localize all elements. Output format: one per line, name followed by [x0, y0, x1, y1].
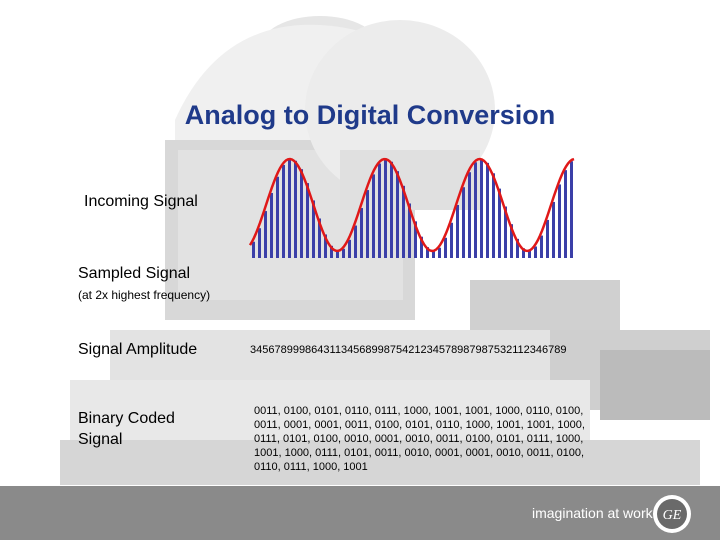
sample-bar: [384, 159, 387, 258]
row-note: (at 2x highest frequency): [78, 288, 211, 302]
sample-bar: [330, 245, 333, 258]
binary-line: 0111, 0101, 0100, 0010, 0001, 0010, 0011…: [254, 433, 584, 445]
sample-bar: [414, 221, 417, 258]
amplitude-value: 3456789998643113456899875421234578987987…: [250, 344, 567, 356]
sample-bar: [462, 187, 465, 258]
sample-bar: [294, 160, 297, 258]
sample-bar: [480, 159, 483, 258]
sample-bar: [366, 190, 369, 258]
sample-bar: [552, 201, 555, 258]
sample-bar: [450, 222, 453, 258]
title: Analog to Digital Conversion: [184, 100, 556, 130]
sample-bar: [378, 163, 381, 258]
sample-bar: [252, 241, 255, 258]
sample-bar: [486, 162, 489, 258]
sample-bar: [438, 247, 441, 258]
sample-bar: [498, 188, 501, 258]
sample-bar: [312, 200, 315, 258]
sample-bar: [264, 211, 267, 258]
sample-bar: [420, 236, 423, 258]
sample-bar: [360, 208, 363, 258]
sample-bar: [390, 161, 393, 258]
sample-bar: [522, 248, 525, 258]
sample-bar: [432, 250, 435, 258]
sample-bar: [372, 174, 375, 258]
sample-bar: [306, 183, 309, 258]
row-label: Sampled Signal: [78, 265, 191, 282]
binary-line: 1001, 1000, 0111, 0101, 0011, 0010, 0001…: [254, 447, 585, 459]
sample-bar: [354, 225, 357, 258]
sample-bar: [540, 235, 543, 258]
svg-text:GE: GE: [663, 508, 682, 523]
sample-bar: [276, 176, 279, 258]
row-label: Binary Coded Signal: [78, 410, 175, 448]
tagline: imagination at work: [532, 505, 653, 521]
sample-bar: [324, 234, 327, 258]
sample-bar: [336, 250, 339, 258]
sample-bar: [516, 238, 519, 258]
sample-bar: [342, 248, 345, 258]
sample-bar: [468, 172, 471, 258]
sample-bar: [288, 159, 291, 258]
sample-bar: [270, 192, 273, 258]
sample-bar: [426, 247, 429, 258]
binary-line: 0011, 0001, 0001, 0011, 0100, 0101, 0110…: [254, 419, 585, 431]
sample-bar: [492, 173, 495, 258]
sample-bar: [546, 219, 549, 258]
sample-bar: [474, 162, 477, 258]
sample-bar: [318, 218, 321, 258]
sample-bar: [258, 228, 261, 258]
binary-code: 0011, 0100, 0101, 0110, 0111, 1000, 1001…: [254, 404, 585, 474]
sample-bar: [528, 250, 531, 258]
row-label: Signal Amplitude: [78, 341, 198, 358]
sample-bar: [564, 170, 567, 258]
sample-bar: [282, 164, 285, 258]
row-label: Incoming Signal: [84, 193, 198, 210]
sample-bar: [534, 246, 537, 258]
sample-bar: [402, 185, 405, 258]
sample-bar: [504, 206, 507, 258]
sample-bar: [510, 224, 513, 258]
sample-bar: [408, 203, 411, 258]
sample-bar: [558, 184, 561, 258]
sample-bar: [456, 205, 459, 258]
binary-line: 0110, 0111, 1000, 1001: [254, 461, 368, 473]
sample-bar: [444, 237, 447, 258]
sample-bar: [300, 169, 303, 258]
binary-line: 0011, 0100, 0101, 0110, 0111, 1000, 1001…: [254, 405, 584, 417]
sample-bar: [396, 171, 399, 258]
sample-bar: [570, 161, 573, 258]
sample-bar: [348, 239, 351, 258]
